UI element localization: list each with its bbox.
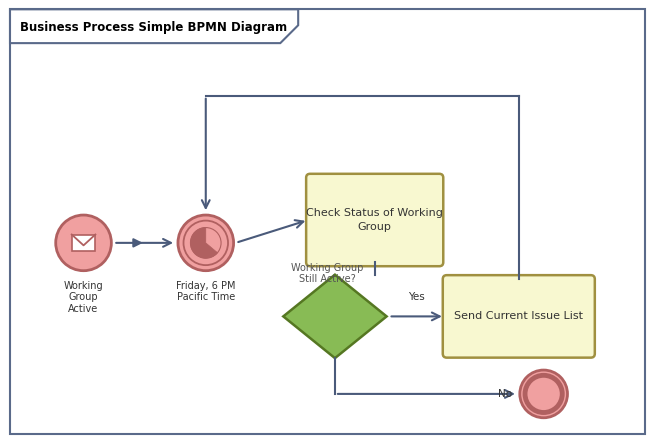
Circle shape: [525, 375, 562, 412]
Text: Send Current Issue List: Send Current Issue List: [455, 311, 584, 322]
Text: Working
Group
Active: Working Group Active: [64, 280, 103, 314]
Text: No: No: [498, 389, 512, 399]
FancyBboxPatch shape: [306, 174, 443, 266]
Text: Check Status of Working
Group: Check Status of Working Group: [307, 208, 443, 233]
Polygon shape: [283, 275, 386, 358]
Circle shape: [178, 215, 234, 271]
Circle shape: [56, 215, 111, 271]
FancyBboxPatch shape: [443, 275, 595, 358]
FancyBboxPatch shape: [10, 9, 645, 434]
Text: Business Process Simple BPMN Diagram: Business Process Simple BPMN Diagram: [20, 21, 287, 34]
Text: Yes: Yes: [408, 292, 425, 303]
Circle shape: [520, 370, 567, 418]
Bar: [71, 234, 96, 251]
Text: Friday, 6 PM
Pacific Time: Friday, 6 PM Pacific Time: [176, 280, 236, 302]
Wedge shape: [191, 228, 217, 258]
Polygon shape: [10, 9, 298, 43]
Text: Working Group
Still Active?: Working Group Still Active?: [291, 263, 363, 284]
